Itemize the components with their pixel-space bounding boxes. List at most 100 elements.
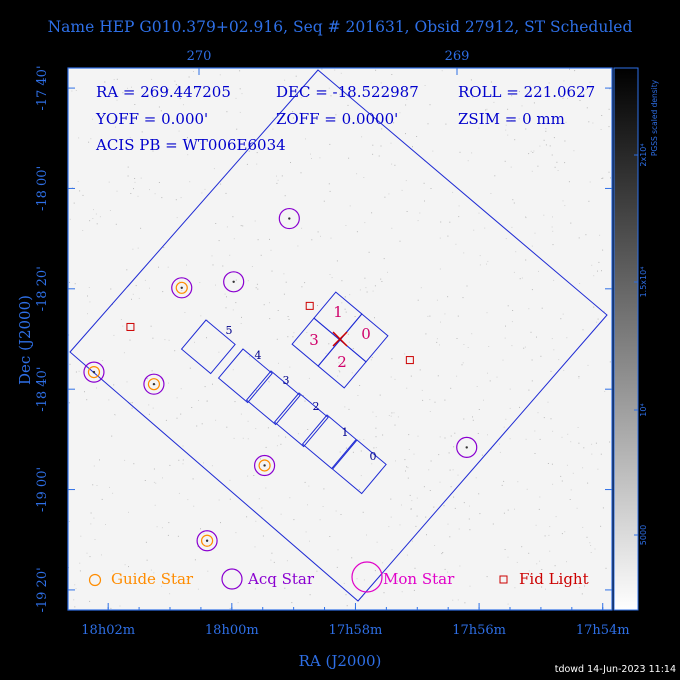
field-star-speck <box>303 93 305 95</box>
field-star-speck <box>237 602 239 604</box>
field-star-speck <box>305 531 307 533</box>
field-star-speck <box>452 469 454 471</box>
field-star-speck <box>549 526 551 528</box>
field-star-speck <box>513 271 515 273</box>
acq-star-point <box>180 286 183 290</box>
acis-s-chip <box>245 370 301 426</box>
field-star-speck <box>483 399 484 401</box>
field-star-speck <box>406 466 408 468</box>
field-star-speck <box>543 139 545 141</box>
field-star-speck <box>305 138 306 140</box>
field-star-speck <box>242 437 244 439</box>
field-star-speck <box>492 523 494 525</box>
field-star-speck <box>429 104 431 106</box>
field-star-speck <box>178 492 180 494</box>
field-star-speck <box>306 332 308 333</box>
field-star-speck <box>383 592 385 594</box>
field-star-speck <box>363 439 365 440</box>
field-star-speck <box>430 188 432 189</box>
field-star-speck <box>543 417 545 419</box>
field-star-speck <box>345 225 347 226</box>
field-star-speck <box>134 178 136 179</box>
field-star-speck <box>162 291 164 293</box>
field-star-speck <box>268 380 270 382</box>
field-star-speck <box>99 216 101 218</box>
field-star-speck <box>270 559 272 561</box>
field-star-speck <box>406 554 408 556</box>
field-star-speck <box>413 589 415 591</box>
field-star-speck <box>152 337 154 339</box>
field-star-speck <box>124 564 126 566</box>
field-star-speck <box>600 453 602 455</box>
field-star-speck <box>130 193 132 194</box>
field-star-speck <box>463 252 465 254</box>
field-star-speck <box>405 470 406 472</box>
field-star-speck <box>71 90 73 92</box>
field-star-speck <box>285 436 287 438</box>
field-star-speck <box>394 378 396 380</box>
field-star-speck <box>425 516 427 518</box>
field-star-speck <box>235 97 237 99</box>
field-star-speck <box>344 308 346 310</box>
field-star-speck <box>404 353 406 355</box>
field-star-speck <box>447 235 449 237</box>
field-star-speck <box>515 251 517 253</box>
field-star-speck <box>206 337 207 339</box>
field-star-speck <box>311 239 313 241</box>
field-star-speck <box>128 511 129 513</box>
field-star-speck <box>564 531 566 533</box>
field-star-speck <box>356 173 358 175</box>
field-star-speck <box>293 332 295 334</box>
field-star-speck <box>391 358 393 360</box>
field-star-speck <box>176 397 178 399</box>
field-star-speck <box>301 227 303 229</box>
field-star-speck <box>335 114 337 116</box>
field-star-speck <box>531 245 533 247</box>
field-star-speck <box>533 150 535 152</box>
field-star-speck <box>360 450 362 452</box>
field-star-speck <box>393 122 395 124</box>
field-star-speck <box>360 475 362 477</box>
field-star-speck <box>505 325 506 327</box>
field-star-speck <box>458 216 460 218</box>
field-star-speck <box>584 585 586 587</box>
colorbar-title: PGSS scaled density <box>650 79 659 156</box>
field-star-speck <box>519 278 521 280</box>
acq-star-marker <box>223 271 245 293</box>
field-star-speck <box>311 158 312 159</box>
field-star-speck <box>401 189 403 191</box>
field-star-speck <box>336 566 338 568</box>
field-star-speck <box>504 160 506 162</box>
field-star-speck <box>456 338 458 339</box>
field-star-speck <box>588 121 590 123</box>
field-star-speck <box>359 439 361 441</box>
field-star-speck <box>591 453 593 455</box>
field-star-speck <box>364 277 366 279</box>
field-star-speck <box>207 319 208 321</box>
field-star-speck <box>371 212 373 214</box>
field-star-speck <box>255 287 257 289</box>
field-star-speck <box>229 498 231 500</box>
field-star-speck <box>300 172 302 174</box>
field-star-speck <box>457 599 459 601</box>
field-star-speck <box>339 93 341 95</box>
field-star-speck <box>589 81 591 83</box>
field-star-speck <box>339 451 341 453</box>
field-star-speck <box>189 181 191 183</box>
field-star-speck <box>239 111 241 113</box>
field-star-speck <box>111 435 113 437</box>
field-star-speck <box>478 409 480 410</box>
field-star-speck <box>528 153 530 155</box>
field-star-speck <box>225 192 227 194</box>
field-star-speck <box>514 508 515 510</box>
field-star-speck <box>292 336 294 338</box>
field-star-speck <box>456 375 458 377</box>
field-star-speck <box>122 325 124 327</box>
field-star-speck <box>89 600 91 602</box>
field-star-speck <box>178 459 180 461</box>
field-star-speck <box>592 122 594 124</box>
field-star-speck <box>363 579 365 581</box>
field-star-speck <box>186 264 187 266</box>
field-star-speck <box>554 565 556 567</box>
field-star-speck <box>464 602 466 604</box>
